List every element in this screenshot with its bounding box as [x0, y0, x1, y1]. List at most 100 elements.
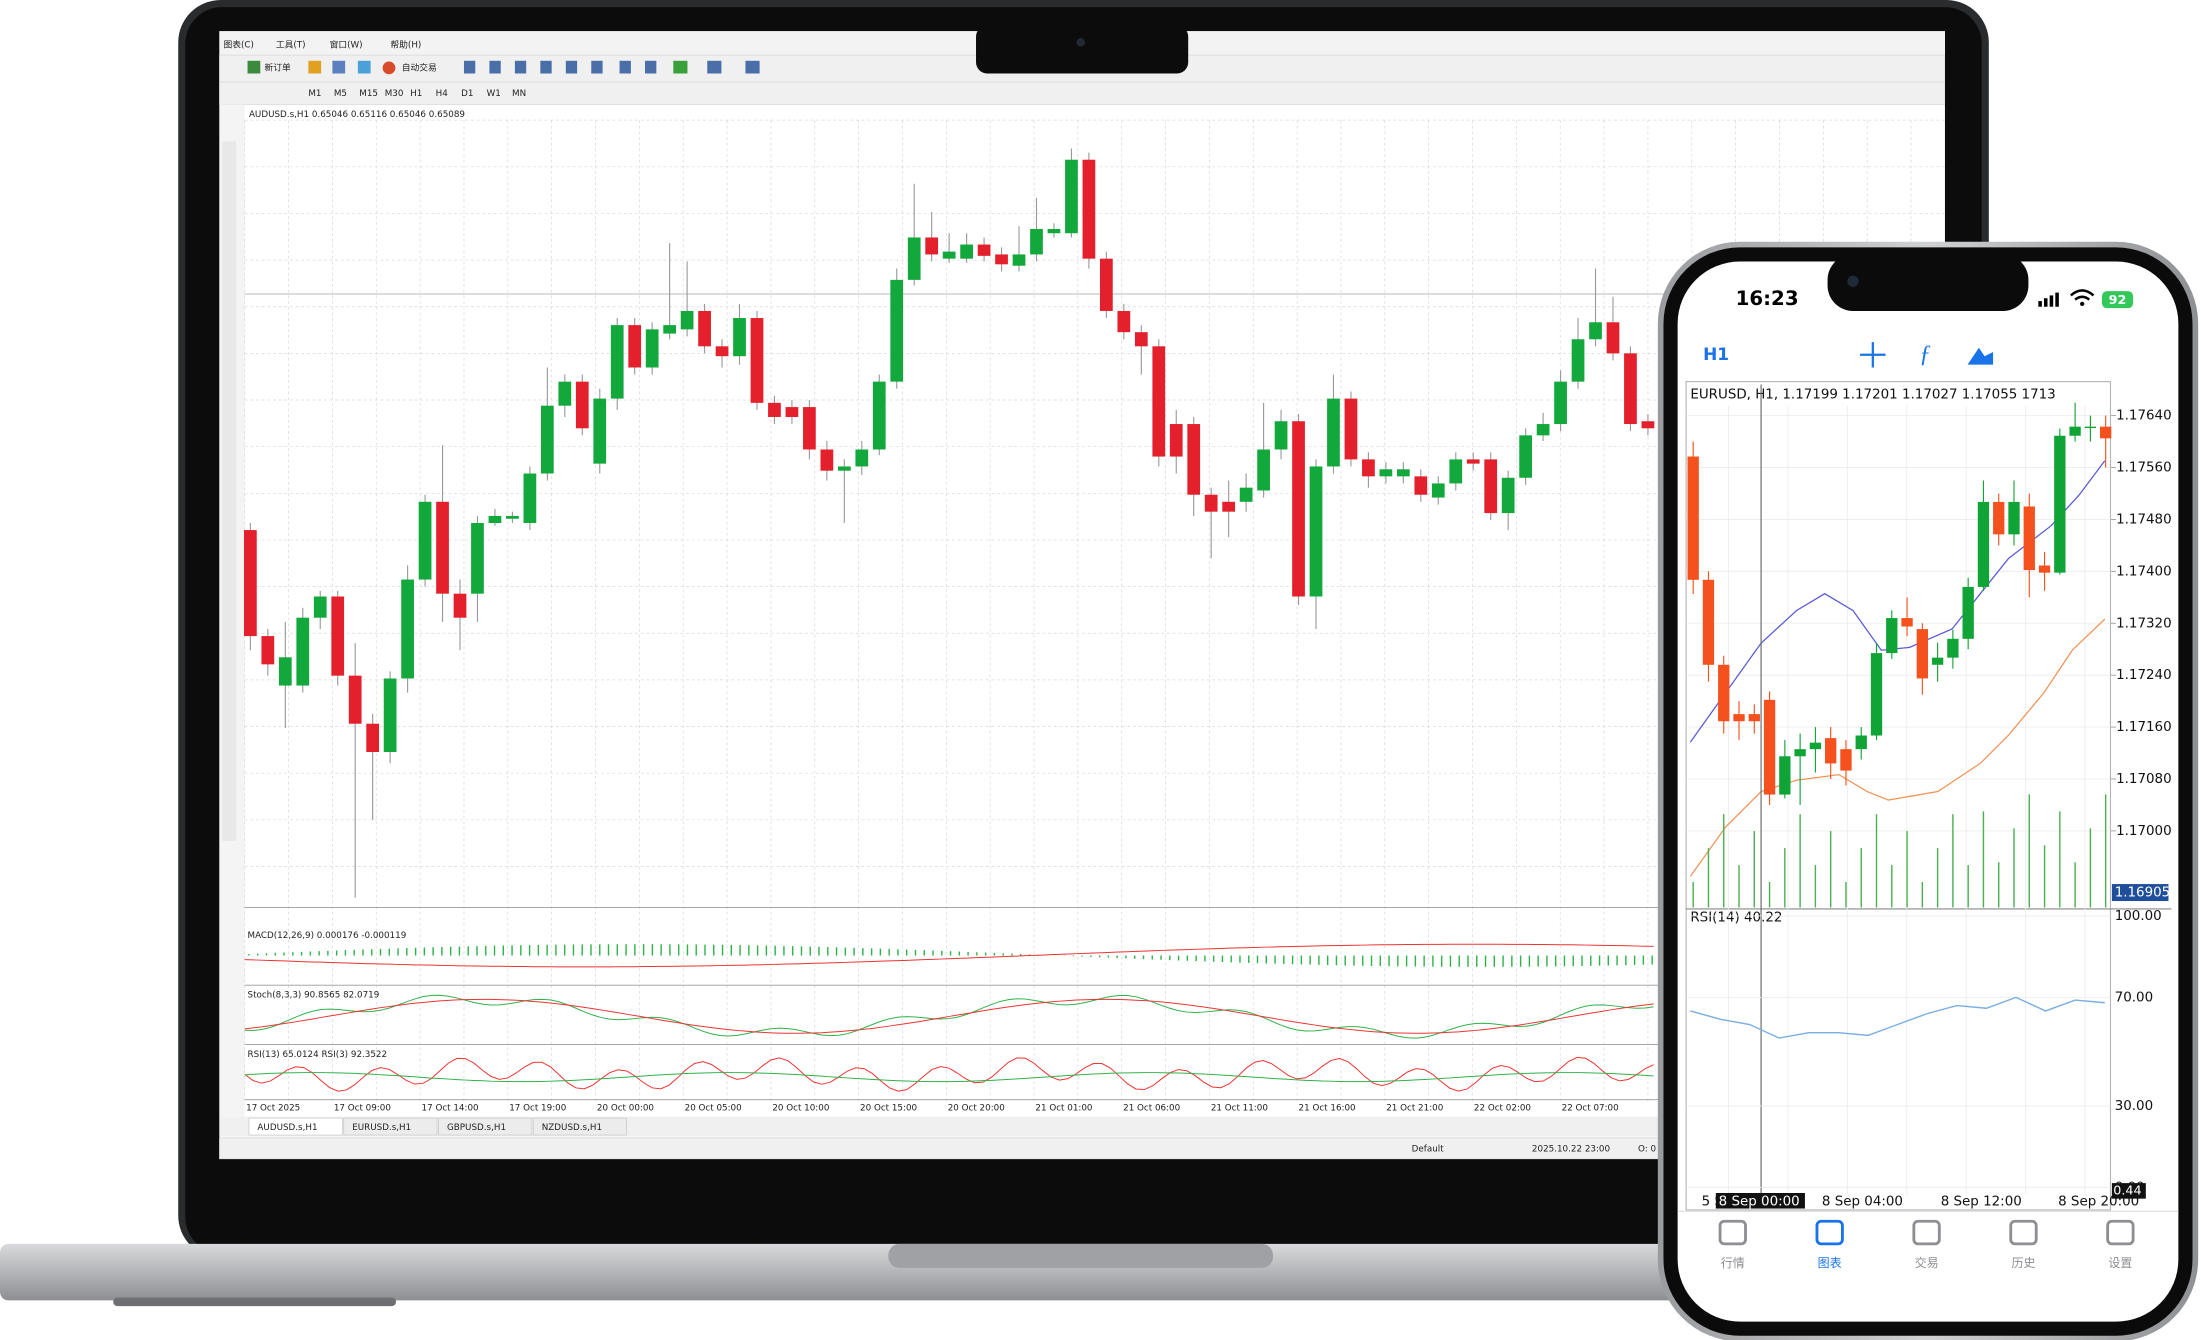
price-axis: 1.17640 1.17560 1.17480 1.17400 1.17320 1.172…	[2110, 409, 2172, 902]
candle-body	[1733, 714, 1745, 722]
tab-label[interactable]: AUDUSD.s,H1	[257, 1123, 317, 1133]
toolbar-button[interactable]: 新订单	[265, 61, 292, 73]
candle-body	[418, 501, 432, 580]
candle-body	[2100, 426, 2112, 439]
rsi-slow	[244, 1072, 1654, 1083]
candle-body	[1362, 459, 1375, 477]
laptop-base	[0, 1243, 1981, 1301]
battery-level: 92	[2109, 292, 2127, 307]
tab-label[interactable]: 历史	[2011, 1256, 2035, 1270]
candle-body	[803, 407, 816, 450]
time-label: 21 Oct 11:00	[1211, 1104, 1268, 1114]
timeframe-button[interactable]: D1	[461, 89, 473, 99]
candle-body	[1414, 476, 1428, 495]
indicator-button[interactable]: ƒ	[1919, 342, 1931, 368]
icon[interactable]	[308, 60, 322, 74]
time-label: 8 Sep 12:00	[1941, 1194, 2022, 1209]
crosshair-button[interactable]	[1860, 342, 1886, 368]
rsi-label: RSI(14) 40.22	[1690, 910, 1782, 925]
tab-label[interactable]: GBPUSD.s,H1	[447, 1123, 506, 1133]
tab[interactable]	[248, 1117, 343, 1136]
timeframe-button[interactable]: M5	[334, 89, 347, 99]
timeframe-button[interactable]: M15	[359, 89, 378, 99]
y-tick-label: 1.17560	[2116, 461, 2172, 476]
icon[interactable]	[247, 60, 261, 74]
timeframe-button[interactable]: H1	[1703, 344, 1729, 364]
candle-body	[750, 318, 764, 403]
candle-body	[401, 579, 414, 679]
timeframe-button[interactable]: H4	[436, 89, 449, 99]
candle-body	[348, 675, 362, 724]
time-label: 21 Oct 21:00	[1386, 1104, 1443, 1114]
time-label: 21 Oct 16:00	[1299, 1104, 1356, 1114]
icon[interactable]	[357, 60, 371, 74]
tab-label[interactable]: 设置	[2108, 1256, 2132, 1270]
tab-icon[interactable]	[1912, 1219, 1941, 1246]
camera-notch	[976, 25, 1189, 74]
stoch-signal	[244, 998, 1654, 1034]
candle-body	[977, 244, 991, 256]
phone-camera	[1847, 275, 1859, 287]
candle-body	[1134, 332, 1148, 347]
tab-label[interactable]: NZDUSD.s,H1	[542, 1123, 602, 1133]
timeframe-button[interactable]: M30	[385, 89, 404, 99]
candle-body	[1702, 579, 1715, 665]
menu-item[interactable]: 图表(C)	[223, 39, 253, 51]
tab-icon[interactable]	[2009, 1219, 2038, 1246]
time-label: 20 Oct 00:00	[597, 1104, 654, 1114]
icon[interactable]	[332, 60, 346, 74]
tab[interactable]	[532, 1117, 627, 1136]
tab-label[interactable]: 行情	[1721, 1256, 1745, 1270]
status-open: O: 0	[1638, 1145, 1656, 1155]
candle-body	[278, 657, 292, 686]
candle-body	[1554, 381, 1567, 425]
time-label: 22 Oct 07:00	[1562, 1104, 1619, 1114]
phone-notch	[1827, 254, 2029, 311]
timeframe-button[interactable]: H1	[410, 89, 422, 99]
menu-item[interactable]: 帮助(H)	[390, 39, 421, 51]
candle-body	[2023, 506, 2035, 571]
time-label: 17 Oct 09:00	[334, 1104, 391, 1114]
tab-label[interactable]: 图表	[1818, 1256, 1842, 1270]
candle-body	[1047, 228, 1061, 234]
tab-label[interactable]: 交易	[1915, 1255, 1939, 1270]
candle-body	[733, 318, 746, 357]
rsi-fast	[244, 1056, 1654, 1092]
time-label: 20 Oct 20:00	[948, 1104, 1005, 1114]
candle-body	[1825, 738, 1837, 764]
candle-body	[995, 254, 1008, 265]
candle-body	[1687, 456, 1699, 580]
candle-body	[820, 449, 834, 471]
candle-body	[488, 515, 502, 523]
candle-body	[436, 501, 449, 594]
laptop-foot	[113, 1297, 397, 1307]
menu-item[interactable]: 窗口(W)	[330, 39, 363, 51]
candle-body	[2038, 565, 2051, 573]
tab-icon[interactable]	[2106, 1219, 2135, 1246]
timeframe-button[interactable]: MN	[512, 89, 526, 99]
objects-button[interactable]	[1967, 347, 1994, 365]
toolbar-button[interactable]: 自动交易	[402, 61, 437, 73]
candle-body	[575, 381, 589, 429]
indicator-label: MACD(12,26,9) 0.000176 -0.000119	[248, 931, 407, 941]
timeframe-button[interactable]: M1	[308, 89, 321, 99]
icon[interactable]	[382, 61, 396, 75]
timeframe-button[interactable]: W1	[487, 89, 501, 99]
candle-body	[2054, 435, 2066, 573]
candle-body	[244, 530, 257, 637]
candle-body	[1977, 501, 1990, 587]
candle-body	[1794, 749, 1806, 757]
tab-icon[interactable]	[1815, 1219, 1844, 1246]
tab[interactable]	[438, 1117, 533, 1136]
time-label: 8 Sep 20:00	[2058, 1194, 2139, 1209]
tab[interactable]	[343, 1117, 438, 1136]
tab-icon[interactable]	[1718, 1219, 1747, 1246]
tab-label[interactable]: EURUSD.s,H1	[352, 1123, 411, 1133]
candle-body	[1431, 483, 1445, 498]
time-axis: 5 Sep8 Sep 00:008 Sep 04:008 Sep 12:008 …	[1702, 1192, 2139, 1209]
signal-icon	[2038, 292, 2059, 307]
candle-body	[1947, 638, 1959, 658]
menu-item[interactable]: 工具(T)	[276, 40, 306, 51]
candle-body	[1065, 159, 1078, 234]
